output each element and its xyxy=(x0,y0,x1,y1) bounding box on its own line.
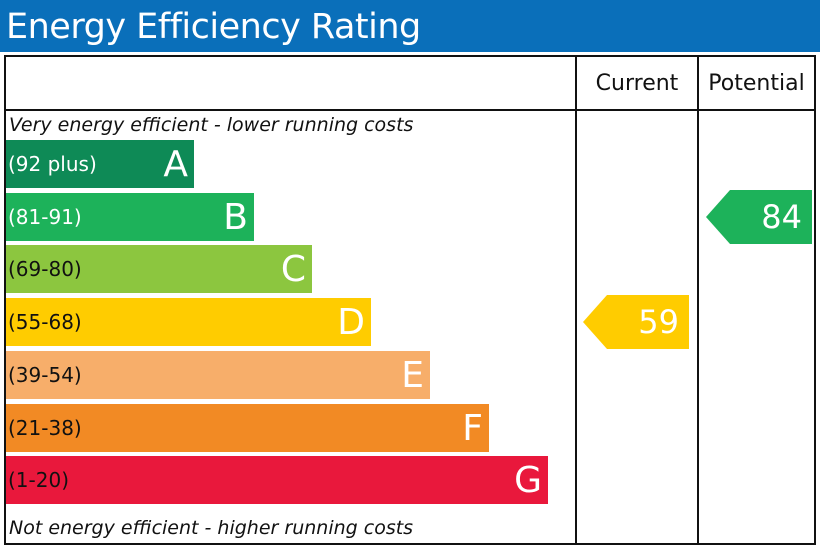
column-divider xyxy=(697,55,699,545)
band-letter: C xyxy=(280,249,306,291)
bottom-note: Not energy efficient - higher running co… xyxy=(9,517,414,539)
current-rating-arrow: 59 xyxy=(583,295,689,350)
band-c: (69-80) C xyxy=(6,245,312,294)
band-letter: F xyxy=(462,407,483,449)
potential-rating-arrow: 84 xyxy=(706,189,812,244)
band-letter: D xyxy=(337,302,365,344)
band-d: (55-68) D xyxy=(6,298,371,347)
header-divider xyxy=(4,109,816,111)
band-e: (39-54) E xyxy=(6,350,430,399)
band-letter: E xyxy=(401,354,424,396)
band-range-label: (21-38) xyxy=(8,415,82,440)
top-note: Very energy efficient - lower running co… xyxy=(9,114,414,136)
band-range-label: (81-91) xyxy=(8,204,82,229)
band-letter: A xyxy=(163,144,188,185)
band-range-label: (39-54) xyxy=(8,362,82,387)
band-a: (92 plus) A xyxy=(6,140,194,188)
band-b: (81-91) B xyxy=(6,192,254,241)
band-range-label: (55-68) xyxy=(8,310,82,335)
band-letter: G xyxy=(514,460,542,502)
band-f: (21-38) F xyxy=(6,403,489,452)
rating-value: 84 xyxy=(761,197,802,236)
rating-value: 59 xyxy=(638,303,679,342)
band-letter: B xyxy=(223,196,248,238)
rating-table-frame xyxy=(4,55,816,545)
band-g: (1-20) G xyxy=(6,456,548,505)
chart-title: Energy Efficiency Rating xyxy=(0,0,820,52)
column-divider xyxy=(575,55,577,545)
column-header-potential: Potential xyxy=(708,71,805,96)
column-header-current: Current xyxy=(595,71,679,96)
band-range-label: (1-20) xyxy=(8,468,69,493)
band-range-label: (92 plus) xyxy=(8,152,97,176)
band-range-label: (69-80) xyxy=(8,257,82,282)
